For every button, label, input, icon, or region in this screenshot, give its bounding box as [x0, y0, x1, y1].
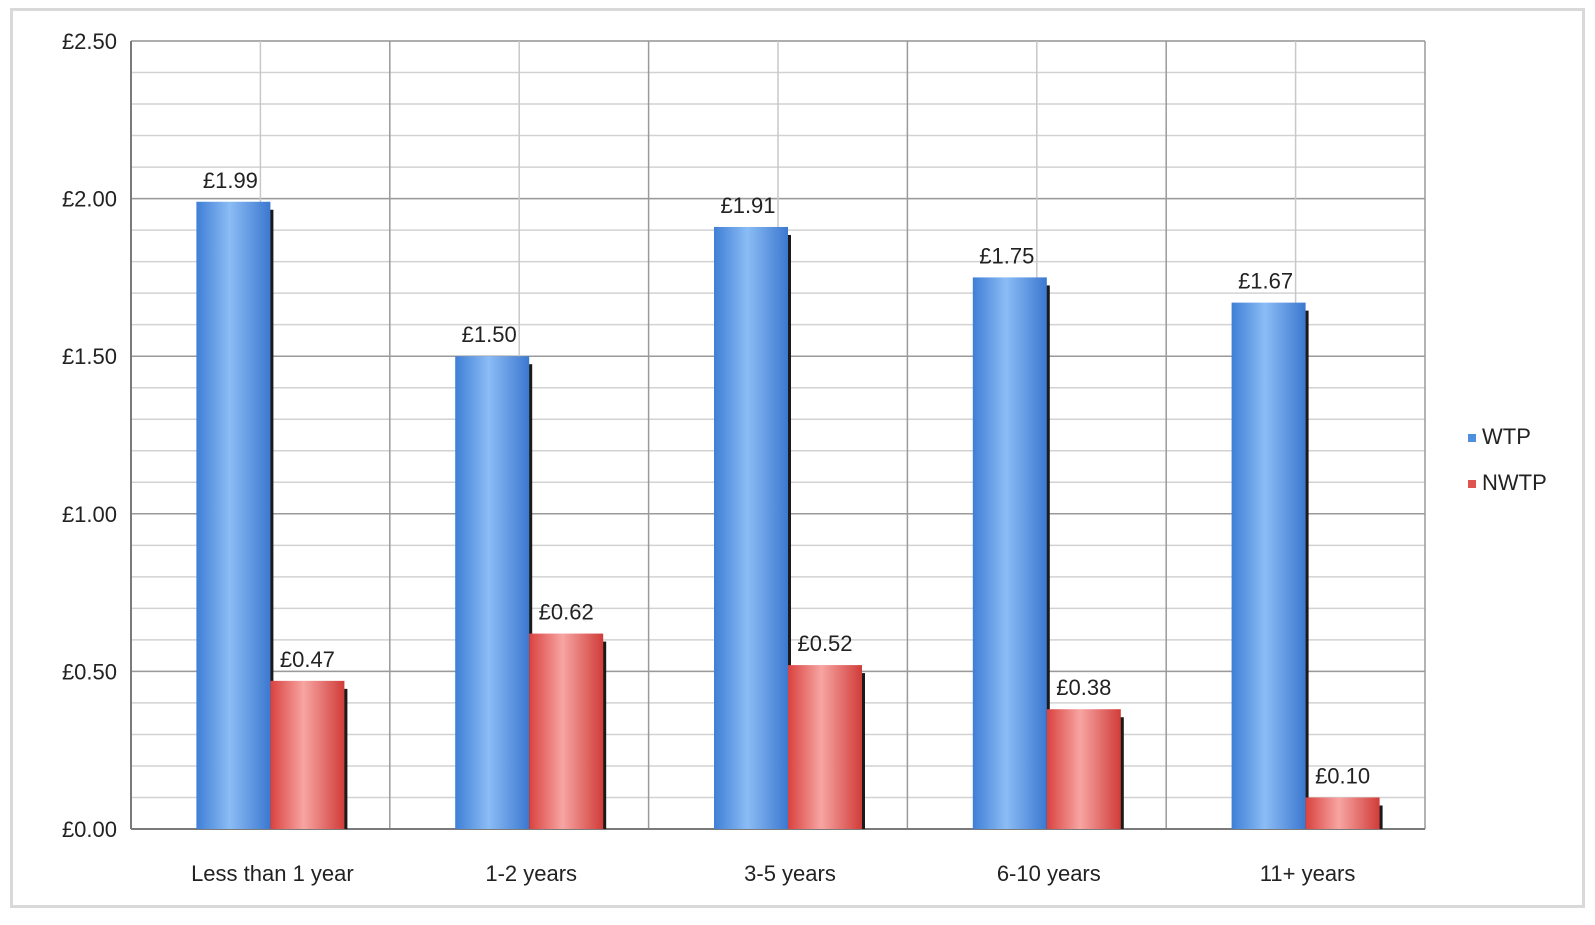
legend-label-wtp: WTP: [1482, 424, 1531, 449]
bar-wtp-4: [1231, 302, 1306, 830]
y-tick-label: £1.50: [62, 344, 117, 369]
bar-nwtp-2: [788, 665, 862, 829]
bar-wtp-2: [714, 226, 788, 829]
data-label-nwtp: £0.62: [539, 600, 594, 625]
data-label-wtp: £1.67: [1238, 269, 1293, 294]
bars: [196, 201, 1383, 830]
y-tick-label: £1.00: [62, 502, 117, 527]
data-label-nwtp: £0.47: [280, 647, 335, 672]
bar-wtp-0: [196, 201, 271, 829]
bar-shadow: [342, 688, 348, 829]
bar-wtp-3: [972, 277, 1047, 829]
y-tick-label: £0.50: [62, 659, 117, 684]
data-label-wtp: £1.75: [979, 243, 1034, 268]
y-tick-label: £0.00: [62, 817, 117, 842]
data-label-nwtp: £0.10: [1315, 763, 1370, 788]
data-label-nwtp: £0.38: [1056, 675, 1111, 700]
category-label: 11+ years: [1260, 861, 1356, 886]
category-label: Less than 1 year: [191, 861, 354, 886]
bar-shadow: [1118, 717, 1124, 829]
bar-nwtp-4: [1305, 797, 1380, 829]
bar-shadow: [786, 234, 791, 829]
x-axis: Less than 1 year 1-2 years 3-5 years 6-10 y…: [191, 861, 1355, 886]
data-labels: £1.99 £0.47 £1.50 £0.62 £1.91 £0.52 £1.75 £0.38…: [203, 168, 1370, 789]
y-tick-label: £2.50: [62, 29, 117, 54]
bar-shadow: [1377, 805, 1383, 829]
data-label-wtp: £1.99: [203, 168, 258, 193]
bar-shadow: [860, 673, 865, 829]
bar-shadow: [601, 641, 607, 829]
legend: WTP NWTP: [1468, 424, 1547, 495]
bar-wtp-1: [455, 356, 530, 829]
legend-swatch-nwtp: [1468, 480, 1476, 488]
bar-shadow: [1044, 285, 1050, 829]
category-label: 6-10 years: [997, 861, 1101, 886]
legend-label-nwtp: NWTP: [1482, 470, 1547, 495]
bar-nwtp-3: [1046, 709, 1121, 829]
data-label-nwtp: £0.52: [797, 631, 852, 656]
bar-shadow: [527, 364, 533, 829]
data-label-wtp: £1.91: [720, 193, 775, 218]
bar-chart: £0.00 £0.50 £1.00 £1.50 £2.00 £2.50 £1.99 £0.4…: [62, 29, 1547, 886]
data-label-wtp: £1.50: [462, 322, 517, 347]
bar-shadow: [268, 209, 274, 829]
bar-nwtp-0: [270, 680, 345, 829]
y-tick-label: £2.00: [62, 187, 117, 212]
category-label: 1-2 years: [485, 861, 577, 886]
chart-frame: £0.00 £0.50 £1.00 £1.50 £2.00 £2.50 £1.99 £0.4…: [10, 8, 1585, 908]
category-label: 3-5 years: [744, 861, 836, 886]
legend-swatch-wtp: [1468, 434, 1476, 442]
bar-nwtp-1: [529, 633, 604, 829]
bar-shadow: [1303, 310, 1309, 830]
